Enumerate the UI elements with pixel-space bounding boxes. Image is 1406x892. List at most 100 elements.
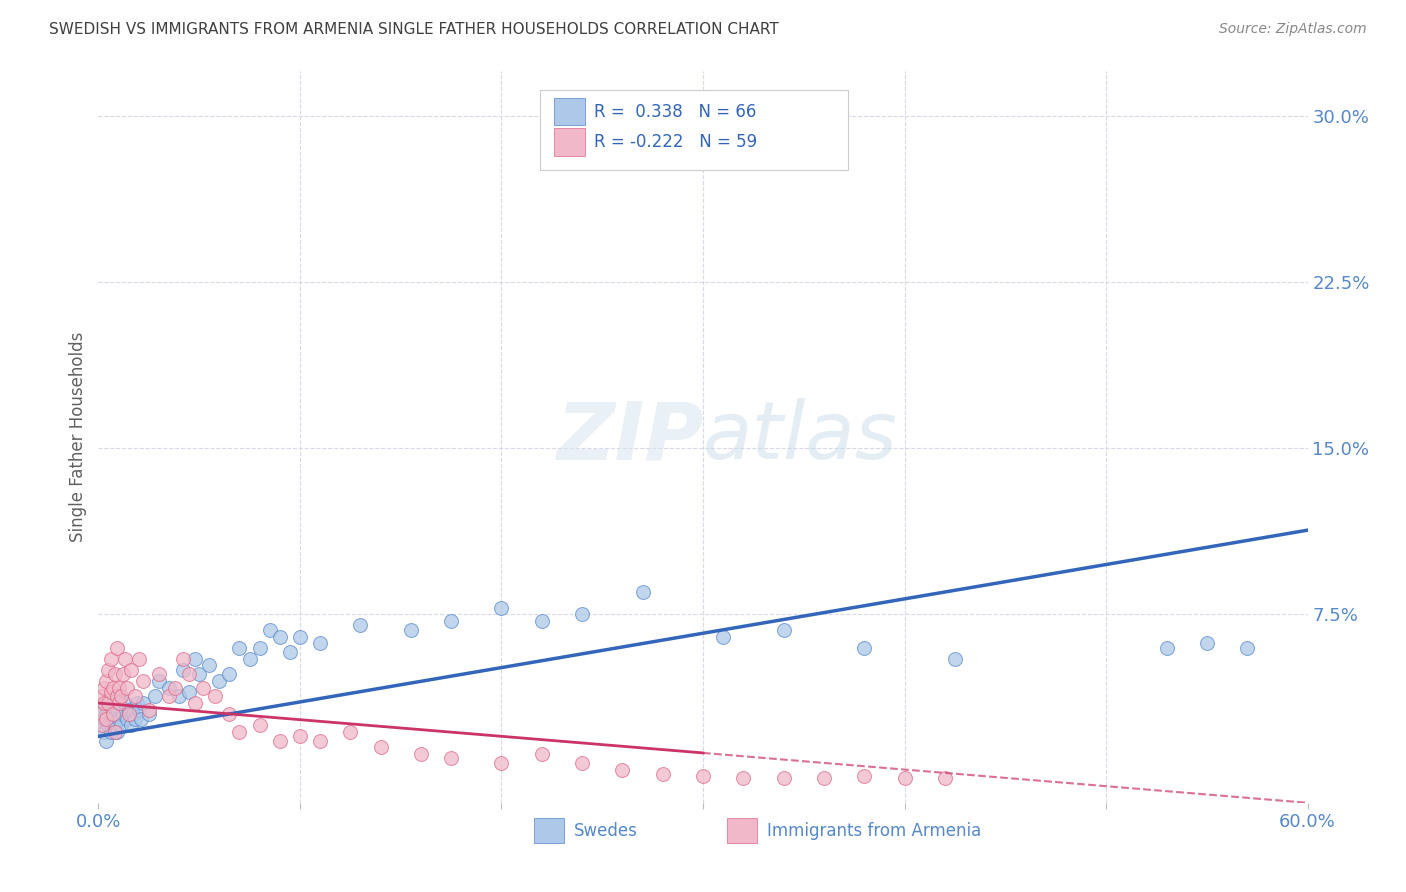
Point <box>105 690 128 704</box>
Point <box>228 724 250 739</box>
Point <box>733 772 755 786</box>
Point <box>103 718 125 732</box>
Point <box>132 673 155 688</box>
Text: atlas: atlas <box>703 398 898 476</box>
Point <box>269 733 291 747</box>
Point <box>339 724 361 739</box>
FancyBboxPatch shape <box>727 818 758 843</box>
Point <box>218 667 240 681</box>
Point <box>96 707 118 722</box>
Point <box>179 667 201 681</box>
Point <box>100 724 122 739</box>
Point <box>309 733 332 747</box>
Point <box>571 607 593 622</box>
Point <box>115 681 138 695</box>
FancyBboxPatch shape <box>554 128 585 156</box>
Point <box>124 712 146 726</box>
Point <box>120 663 142 677</box>
Point <box>249 718 271 732</box>
Point <box>91 718 114 732</box>
Point <box>193 681 215 695</box>
Y-axis label: Single Father Households: Single Father Households <box>69 332 87 542</box>
Point <box>93 712 115 726</box>
Point <box>269 630 291 644</box>
Point <box>612 763 634 777</box>
Point <box>132 696 155 710</box>
Point <box>349 618 371 632</box>
Point <box>89 707 111 722</box>
Point <box>114 696 136 710</box>
Point <box>101 712 124 726</box>
Point <box>288 630 311 644</box>
Point <box>631 142 654 156</box>
Point <box>96 712 118 726</box>
Point <box>121 707 143 722</box>
Point <box>129 712 152 726</box>
Point <box>651 767 673 781</box>
Point <box>101 681 124 695</box>
Point <box>309 636 332 650</box>
Point <box>110 690 132 704</box>
Point <box>278 645 301 659</box>
Point <box>107 696 129 710</box>
Point <box>172 651 194 665</box>
FancyBboxPatch shape <box>540 90 848 170</box>
Point <box>124 690 146 704</box>
Point <box>110 718 132 732</box>
Point <box>198 658 221 673</box>
Point <box>259 623 281 637</box>
Point <box>120 718 142 732</box>
Point <box>399 623 422 637</box>
Point <box>530 747 553 761</box>
Point <box>188 667 211 681</box>
Point <box>103 724 125 739</box>
Point <box>111 667 134 681</box>
Text: Immigrants from Armenia: Immigrants from Armenia <box>768 822 981 839</box>
Point <box>179 685 201 699</box>
Point <box>128 703 150 717</box>
Point <box>105 703 128 717</box>
Point <box>118 703 141 717</box>
Point <box>138 707 160 722</box>
Point <box>157 690 180 704</box>
Point <box>114 651 136 665</box>
FancyBboxPatch shape <box>534 818 564 843</box>
Point <box>163 681 186 695</box>
Point <box>100 685 122 699</box>
Point <box>97 696 120 710</box>
Point <box>239 651 262 665</box>
Point <box>101 707 124 722</box>
Point <box>772 772 794 786</box>
Point <box>93 696 115 710</box>
Point <box>148 667 170 681</box>
Point <box>97 718 120 732</box>
Point <box>89 707 111 722</box>
Point <box>491 756 513 770</box>
Point <box>1156 640 1178 655</box>
Point <box>100 651 122 665</box>
Point <box>934 772 956 786</box>
Point <box>107 712 129 726</box>
Point <box>249 640 271 655</box>
Point <box>853 640 876 655</box>
Point <box>107 681 129 695</box>
Point <box>631 585 654 599</box>
Text: Swedes: Swedes <box>574 822 637 839</box>
Point <box>96 733 118 747</box>
Point <box>440 614 463 628</box>
Point <box>105 724 128 739</box>
Point <box>115 712 138 726</box>
Text: Source: ZipAtlas.com: Source: ZipAtlas.com <box>1219 22 1367 37</box>
Point <box>91 703 114 717</box>
Point <box>157 681 180 695</box>
Point <box>772 623 794 637</box>
Point <box>813 772 835 786</box>
Point <box>138 703 160 717</box>
Point <box>1195 636 1218 650</box>
Point <box>111 707 134 722</box>
Point <box>853 769 876 783</box>
Point <box>530 614 553 628</box>
FancyBboxPatch shape <box>554 98 585 126</box>
Point <box>208 673 231 688</box>
Text: R = -0.222   N = 59: R = -0.222 N = 59 <box>595 133 758 152</box>
